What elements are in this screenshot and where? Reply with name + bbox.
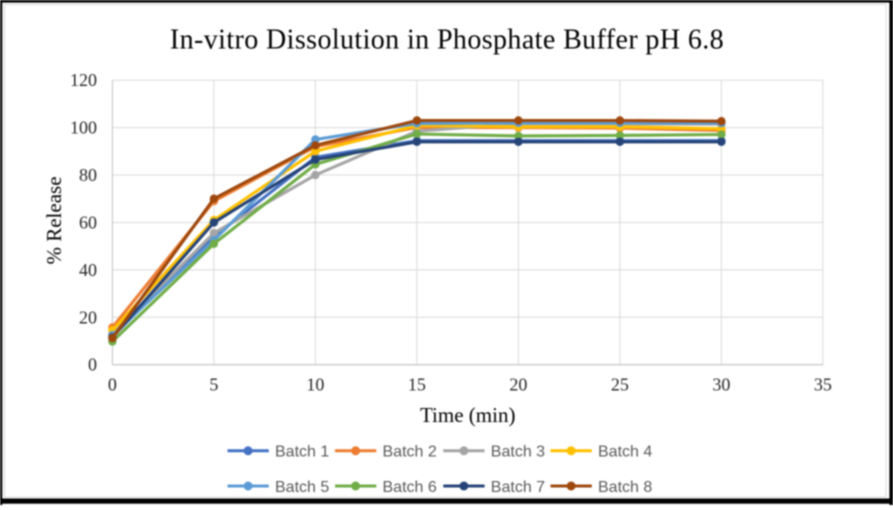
svg-text:40: 40: [79, 260, 97, 280]
svg-text:Batch 8: Batch 8: [598, 479, 652, 496]
svg-text:0: 0: [88, 355, 97, 375]
svg-text:35: 35: [814, 375, 832, 395]
svg-text:In-vitro Dissolution in Phosph: In-vitro Dissolution in Phosphate Buffer…: [170, 25, 724, 56]
svg-text:20: 20: [79, 307, 97, 327]
svg-text:0: 0: [108, 375, 117, 395]
svg-text:Time (min): Time (min): [420, 403, 515, 427]
svg-text:Batch 3: Batch 3: [491, 444, 545, 461]
svg-text:Batch 6: Batch 6: [383, 479, 437, 496]
svg-text:25: 25: [611, 375, 629, 395]
svg-text:120: 120: [70, 70, 97, 90]
svg-text:Batch 2: Batch 2: [383, 444, 437, 461]
svg-text:5: 5: [209, 375, 218, 395]
svg-text:Batch 1: Batch 1: [275, 444, 329, 461]
svg-text:30: 30: [712, 375, 730, 395]
svg-text:100: 100: [70, 118, 97, 138]
svg-text:80: 80: [79, 165, 97, 185]
svg-text:Batch 7: Batch 7: [491, 479, 545, 496]
svg-text:10: 10: [306, 375, 324, 395]
svg-text:Batch 4: Batch 4: [598, 444, 652, 461]
svg-text:Batch 5: Batch 5: [275, 479, 329, 496]
svg-text:% Release: % Release: [42, 176, 66, 264]
svg-text:60: 60: [79, 213, 97, 233]
svg-text:15: 15: [408, 375, 426, 395]
svg-text:20: 20: [509, 375, 527, 395]
